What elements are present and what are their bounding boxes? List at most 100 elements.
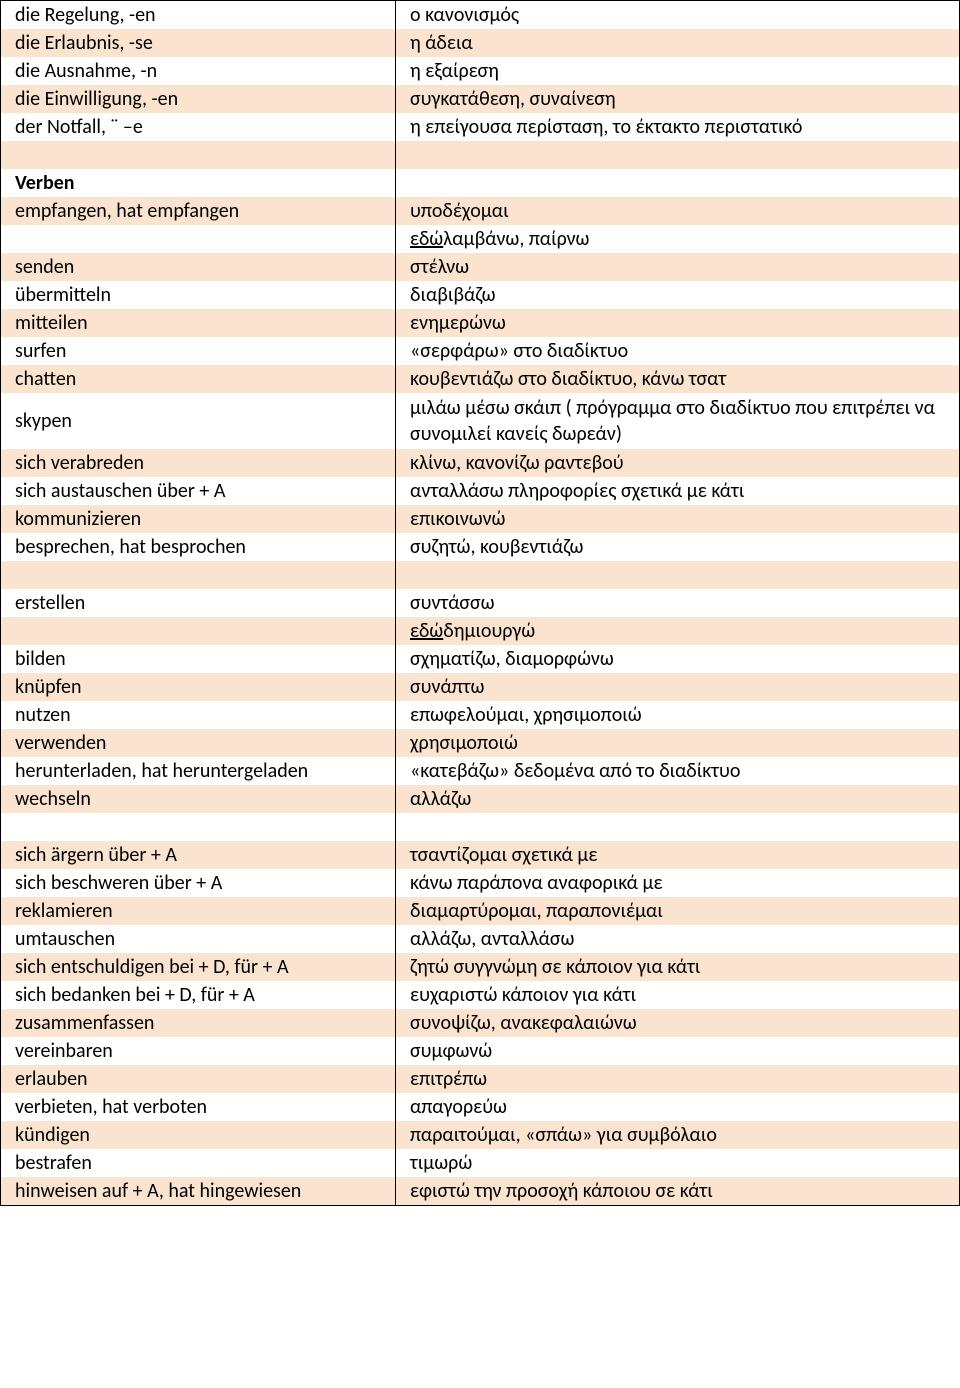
german-cell <box>1 561 396 589</box>
greek-cell: επιτρέπω <box>396 1065 959 1093</box>
table-row: bestrafenτιμωρώ <box>1 1149 959 1177</box>
table-row: wechselnαλλάζω <box>1 785 959 813</box>
greek-cell: διαβιβάζω <box>396 281 959 309</box>
greek-cell: στέλνω <box>396 253 959 281</box>
german-cell: bilden <box>1 645 396 673</box>
table-row <box>1 561 959 589</box>
german-cell: nutzen <box>1 701 396 729</box>
table-row: sendenστέλνω <box>1 253 959 281</box>
table-row: kündigenπαραιτούμαι, «σπάω» για συμβόλαι… <box>1 1121 959 1149</box>
german-cell: sich bedanken bei + D, für + A <box>1 981 396 1009</box>
german-cell: herunterladen, hat heruntergeladen <box>1 757 396 785</box>
german-cell: übermitteln <box>1 281 396 309</box>
german-cell: sich entschuldigen bei + D, für + A <box>1 953 396 981</box>
table-row: sich ärgern über + Aτσαντίζομαι σχετικά … <box>1 841 959 869</box>
greek-cell: αλλάζω <box>396 785 959 813</box>
table-row: empfangen, hat empfangenυποδέχομαι <box>1 197 959 225</box>
german-cell: bestrafen <box>1 1149 396 1177</box>
german-cell: die Erlaubnis, -se <box>1 29 396 57</box>
german-cell: zusammenfassen <box>1 1009 396 1037</box>
section-heading: Verben <box>15 171 75 195</box>
german-cell: der Notfall, ¨ –e <box>1 113 396 141</box>
greek-cell: ζητώ συγγνώμη σε κάποιον για κάτι <box>396 953 959 981</box>
table-row: surfen«σερφάρω» στο διαδίκτυο <box>1 337 959 365</box>
table-row: mitteilenενημερώνω <box>1 309 959 337</box>
greek-cell: μιλάω μέσω σκάιπ ( πρόγραμμα στο διαδίκτ… <box>396 393 959 449</box>
table-row: verbieten, hat verbotenαπαγορεύω <box>1 1093 959 1121</box>
greek-cell: κάνω παράπονα αναφορικά με <box>396 869 959 897</box>
table-row: besprechen, hat besprochenσυζητώ, κουβεν… <box>1 533 959 561</box>
greek-cell: συνάπτω <box>396 673 959 701</box>
german-cell: sich verabreden <box>1 449 396 477</box>
greek-cell: χρησιμοποιώ <box>396 729 959 757</box>
greek-cell: συζητώ, κουβεντιάζω <box>396 533 959 561</box>
greek-cell: σχηματίζω, διαμορφώνω <box>396 645 959 673</box>
german-cell: surfen <box>1 337 396 365</box>
german-cell: verwenden <box>1 729 396 757</box>
underlined-text: εδώ <box>410 227 443 251</box>
greek-cell <box>396 561 959 589</box>
table-row: zusammenfassenσυνοψίζω, ανακεφαλαιώνω <box>1 1009 959 1037</box>
table-row: der Notfall, ¨ –eη επείγουσα περίσταση, … <box>1 113 959 141</box>
table-row: vereinbarenσυμφωνώ <box>1 1037 959 1065</box>
german-cell: kündigen <box>1 1121 396 1149</box>
german-cell: umtauschen <box>1 925 396 953</box>
table-row: die Regelung, -enο κανονισμός <box>1 1 959 29</box>
table-row: hinweisen auf + A, hat hingewiesenεφιστώ… <box>1 1177 959 1205</box>
greek-cell: η άδεια <box>396 29 959 57</box>
german-cell <box>1 617 396 645</box>
table-row: knüpfenσυνάπτω <box>1 673 959 701</box>
text: λαμβάνω, παίρνω <box>443 227 589 251</box>
greek-cell: εφιστώ την προσοχή κάποιου σε κάτι <box>396 1177 959 1205</box>
greek-cell <box>396 141 959 169</box>
text: δημιουργώ <box>443 619 535 643</box>
table-row: Verben <box>1 169 959 197</box>
greek-cell: αλλάζω, ανταλλάσω <box>396 925 959 953</box>
table-row: chattenκουβεντιάζω στο διαδίκτυο, κάνω τ… <box>1 365 959 393</box>
table-row: sich austauschen über + Aανταλλάσω πληρο… <box>1 477 959 505</box>
table-row: umtauschenαλλάζω, ανταλλάσω <box>1 925 959 953</box>
greek-cell: εδώ λαμβάνω, παίρνω <box>396 225 959 253</box>
table-row: sich beschweren über + Aκάνω παράπονα αν… <box>1 869 959 897</box>
table-row: erstellenσυντάσσω <box>1 589 959 617</box>
table-row: sich bedanken bei + D, für + Aευχαριστώ … <box>1 981 959 1009</box>
greek-cell <box>396 813 959 841</box>
greek-cell: ανταλλάσω πληροφορίες σχετικά με κάτι <box>396 477 959 505</box>
german-cell <box>1 225 396 253</box>
greek-cell: εδώ δημιουργώ <box>396 617 959 645</box>
greek-cell: διαμαρτύρομαι, παραπονιέμαι <box>396 897 959 925</box>
german-cell: chatten <box>1 365 396 393</box>
german-cell: reklamieren <box>1 897 396 925</box>
table-row: εδώ δημιουργώ <box>1 617 959 645</box>
greek-cell: συμφωνώ <box>396 1037 959 1065</box>
german-cell: mitteilen <box>1 309 396 337</box>
table-row: erlaubenεπιτρέπω <box>1 1065 959 1093</box>
german-cell: die Regelung, -en <box>1 1 396 29</box>
greek-cell: συντάσσω <box>396 589 959 617</box>
german-cell: wechseln <box>1 785 396 813</box>
table-row: bildenσχηματίζω, διαμορφώνω <box>1 645 959 673</box>
greek-cell: απαγορεύω <box>396 1093 959 1121</box>
german-cell: senden <box>1 253 396 281</box>
greek-cell: υποδέχομαι <box>396 197 959 225</box>
text: μιλάω μέσω σκάιπ ( πρόγραμμα στο διαδίκτ… <box>410 395 949 447</box>
german-cell <box>1 813 396 841</box>
greek-cell: ενημερώνω <box>396 309 959 337</box>
german-cell: hinweisen auf + A, hat hingewiesen <box>1 1177 396 1205</box>
table-row: die Ausnahme, -nη εξαίρεση <box>1 57 959 85</box>
greek-cell: τσαντίζομαι σχετικά με <box>396 841 959 869</box>
table-row <box>1 813 959 841</box>
table-row: herunterladen, hat heruntergeladen«κατεβ… <box>1 757 959 785</box>
greek-cell: κλίνω, κανονίζω ραντεβού <box>396 449 959 477</box>
greek-cell: η επείγουσα περίσταση, το έκτακτο περιστ… <box>396 113 959 141</box>
greek-cell: επικοινωνώ <box>396 505 959 533</box>
german-cell: erstellen <box>1 589 396 617</box>
german-cell: sich ärgern über + A <box>1 841 396 869</box>
table-row: nutzenεπωφελούμαι, χρησιμοποιώ <box>1 701 959 729</box>
vocab-table: die Regelung, -enο κανονισμόςdie Erlaubn… <box>0 0 960 1206</box>
german-cell: skypen <box>1 393 396 449</box>
greek-cell: παραιτούμαι, «σπάω» για συμβόλαιο <box>396 1121 959 1149</box>
table-row: übermittelnδιαβιβάζω <box>1 281 959 309</box>
table-row: die Erlaubnis, -seη άδεια <box>1 29 959 57</box>
german-cell: erlauben <box>1 1065 396 1093</box>
